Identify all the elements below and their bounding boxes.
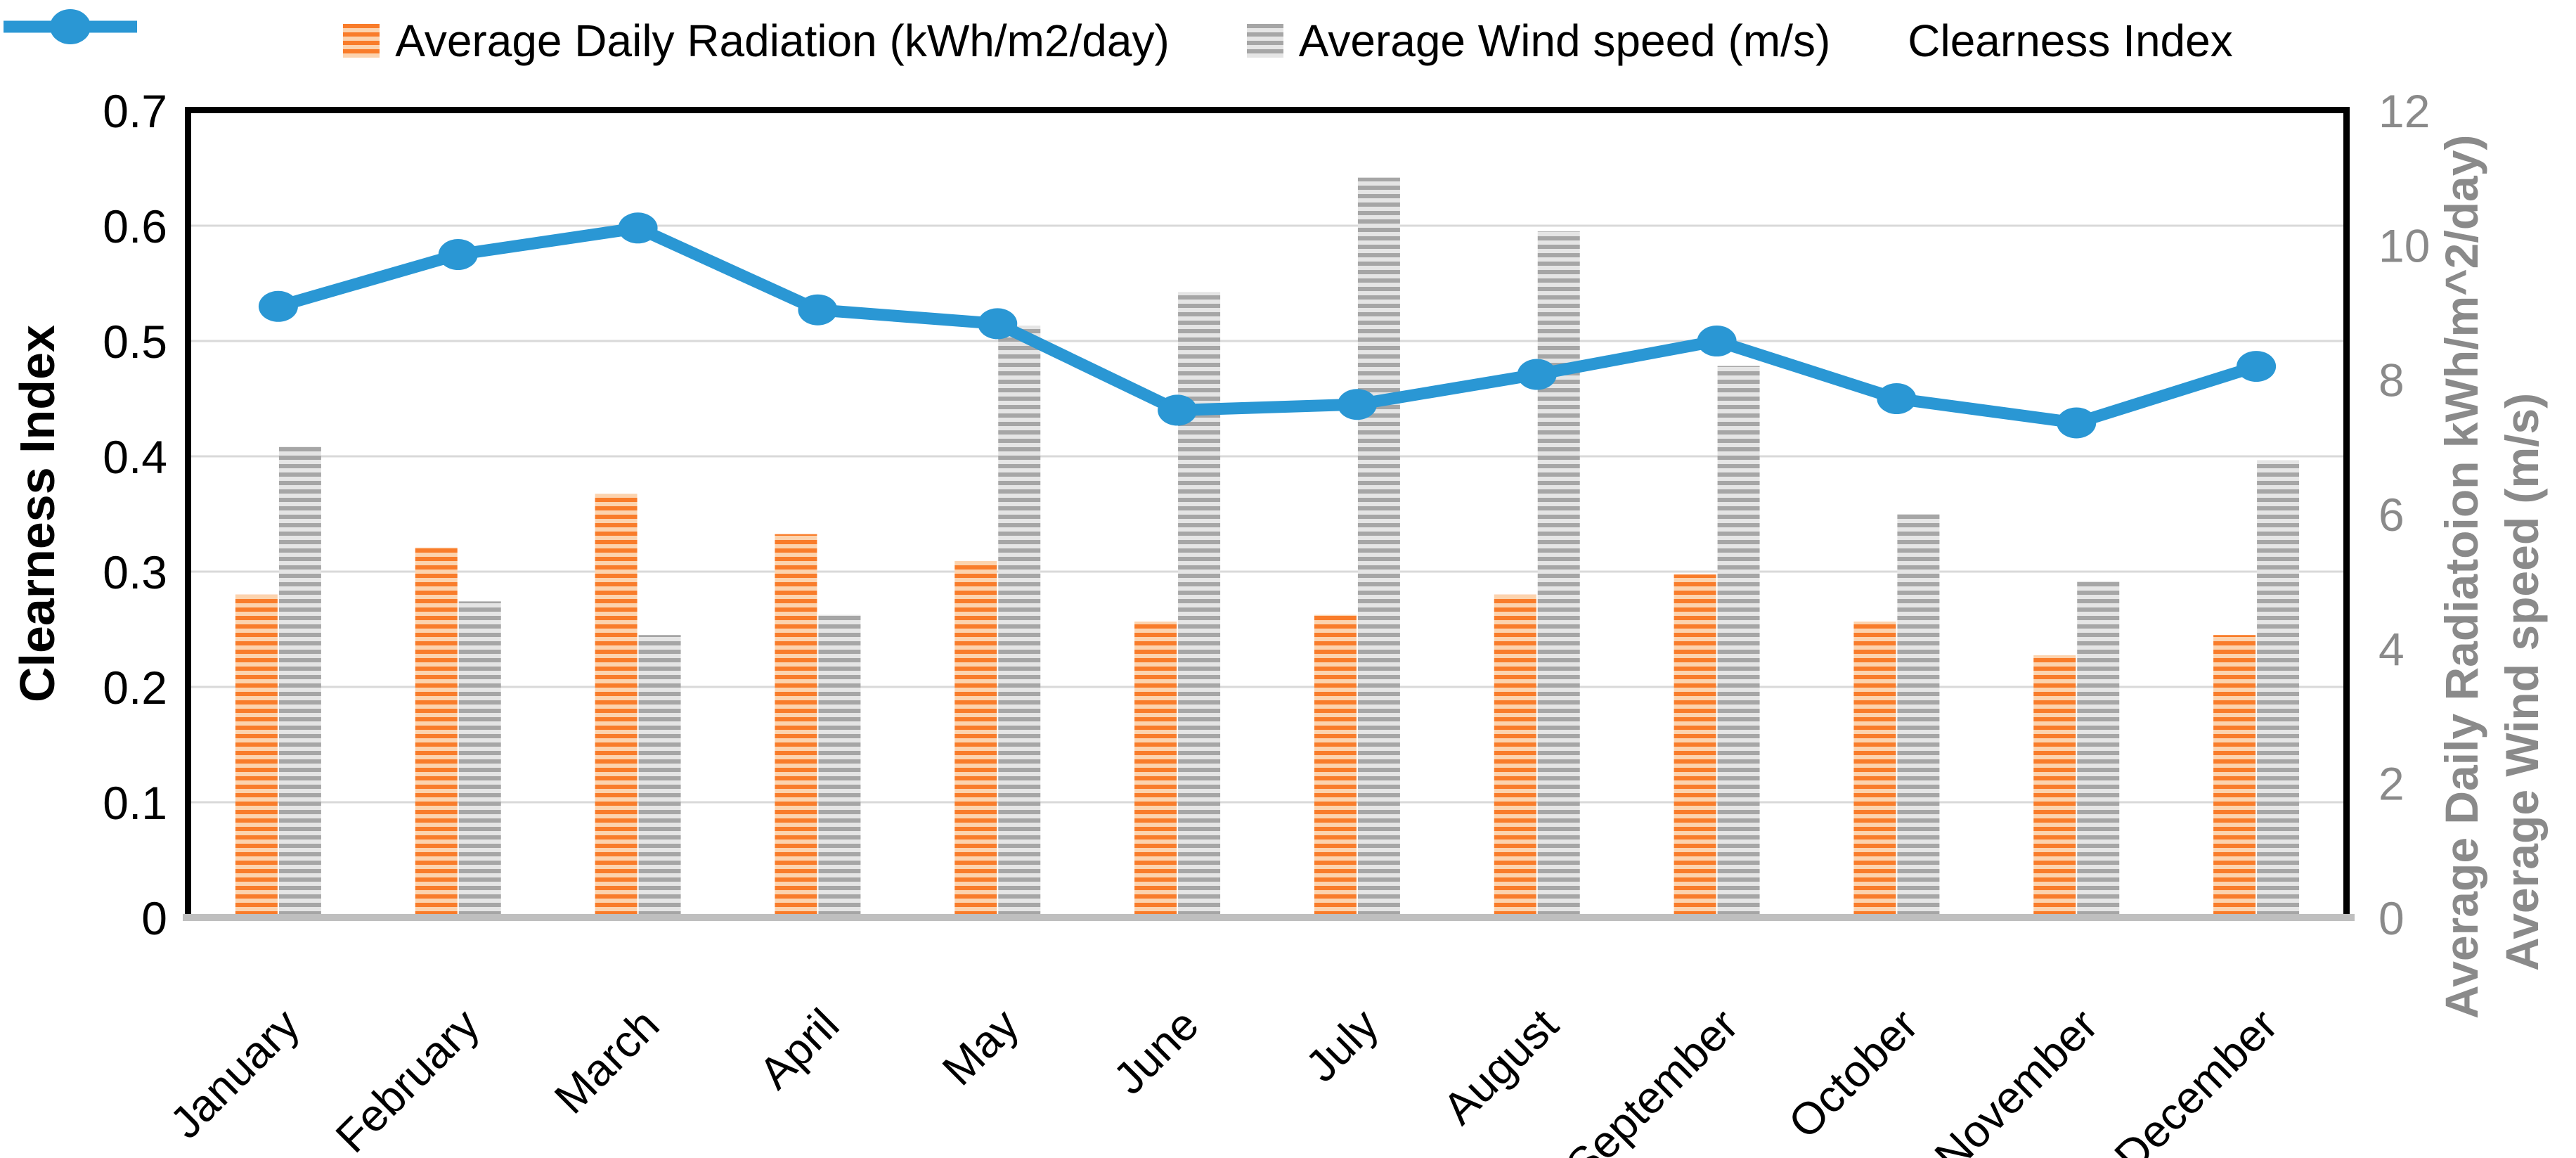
x-axis-label-November: November	[1924, 999, 2107, 1158]
bar-wind-January	[278, 446, 321, 918]
right-axis-tick-label: 2	[2378, 758, 2405, 810]
clearness-marker-May	[978, 308, 1018, 340]
left-axis-tick-label: 0.3	[103, 546, 167, 598]
bar-wind-October	[1897, 514, 1940, 918]
legend-clearness-label: Clearness Index	[1908, 15, 2233, 66]
x-axis-label-October: October	[1778, 999, 1927, 1148]
clearness-marker-August	[1517, 359, 1557, 390]
clearness-marker-November	[2057, 407, 2097, 439]
plot-border-right	[2343, 107, 2350, 921]
clearness-index-line	[272, 221, 2263, 429]
bar-radiation-June	[1134, 622, 1177, 918]
x-axis-label-May: May	[933, 999, 1028, 1095]
left-axis-tick-label: 0.4	[103, 431, 167, 483]
plot-border-top	[185, 107, 2350, 113]
right-axis-tick-label: 4	[2378, 623, 2405, 675]
right-axis-tick-label: 8	[2378, 354, 2405, 406]
wind-swatch-icon	[1246, 24, 1283, 58]
clearness-marker-February	[438, 239, 478, 270]
bar-radiation-July	[1314, 615, 1357, 918]
x-axis-label-March: March	[545, 999, 669, 1124]
legend-item-clearness: Clearness Index	[4, 9, 2233, 67]
bar-wind-June	[1178, 292, 1221, 918]
left-axis-tick-label: 0.7	[103, 85, 167, 137]
bar-radiation-September	[1674, 574, 1716, 918]
bar-radiation-November	[2033, 655, 2076, 918]
right-axis-tick-label: 6	[2378, 489, 2405, 541]
left-axis-tick-label: 0.6	[103, 200, 167, 252]
bar-wind-December	[2257, 460, 2300, 918]
bar-radiation-January	[235, 594, 278, 918]
bar-radiation-December	[2213, 635, 2256, 918]
bar-wind-July	[1357, 177, 1400, 918]
left-axis-tick-label: 0	[141, 892, 167, 944]
clearness-marker-April	[798, 294, 838, 326]
left-axis-tick-label: 0.2	[103, 662, 167, 714]
x-axis-label-April: April	[749, 999, 848, 1098]
legend-radiation-label: Average Daily Radiation (kWh/m2/day)	[395, 15, 1170, 66]
clearness-marker-September	[1697, 326, 1737, 356]
left-axis-tick-label: 0.5	[103, 316, 167, 368]
chart-legend: Average Daily Radiation (kWh/m2/day) Ave…	[0, 4, 2576, 77]
bar-radiation-April	[775, 534, 817, 918]
bar-wind-March	[638, 635, 681, 918]
right-axis-tick-label: 12	[2378, 85, 2430, 137]
clearness-marker-January	[258, 290, 298, 322]
radiation-swatch-icon	[343, 24, 380, 58]
x-axis-label-June: June	[1103, 999, 1208, 1104]
bar-wind-August	[1537, 231, 1580, 918]
x-axis-label-July: July	[1295, 999, 1387, 1091]
x-axis-label-February: February	[326, 999, 489, 1158]
right-axis-tick-label: 10	[2378, 219, 2430, 271]
x-axis-baseline	[183, 914, 2355, 921]
clearness-marker-March	[618, 212, 658, 244]
x-axis-label-December: December	[2104, 999, 2287, 1158]
bar-radiation-February	[415, 547, 458, 918]
bar-radiation-May	[954, 560, 997, 918]
bar-radiation-March	[595, 494, 637, 918]
x-axis-label-January: January	[160, 999, 309, 1148]
x-axis-label-September: September	[1556, 999, 1747, 1158]
plot-border-left	[185, 107, 191, 921]
clearness-marker-June	[1158, 394, 1198, 426]
bar-wind-April	[818, 615, 861, 918]
clearness-line-marker-icon	[4, 9, 137, 44]
bar-wind-November	[2077, 581, 2120, 918]
bar-radiation-August	[1494, 594, 1536, 918]
legend-item-radiation: Average Daily Radiation (kWh/m2/day)	[343, 15, 1170, 67]
bar-wind-September	[1717, 366, 1760, 918]
x-axis-label-August: August	[1433, 999, 1568, 1134]
clearness-marker-July	[1337, 389, 1377, 420]
legend-item-wind: Average Wind speed (m/s)	[1246, 15, 1831, 67]
bar-wind-February	[458, 601, 501, 918]
clearness-marker-October	[1877, 383, 1917, 414]
bar-wind-May	[998, 326, 1041, 918]
left-axis-tick-label: 0.1	[103, 777, 167, 829]
bar-radiation-October	[1853, 622, 1896, 918]
right-axis-tick-label: 0	[2378, 892, 2405, 944]
legend-wind-label: Average Wind speed (m/s)	[1298, 15, 1831, 66]
clearness-marker-December	[2237, 351, 2277, 382]
